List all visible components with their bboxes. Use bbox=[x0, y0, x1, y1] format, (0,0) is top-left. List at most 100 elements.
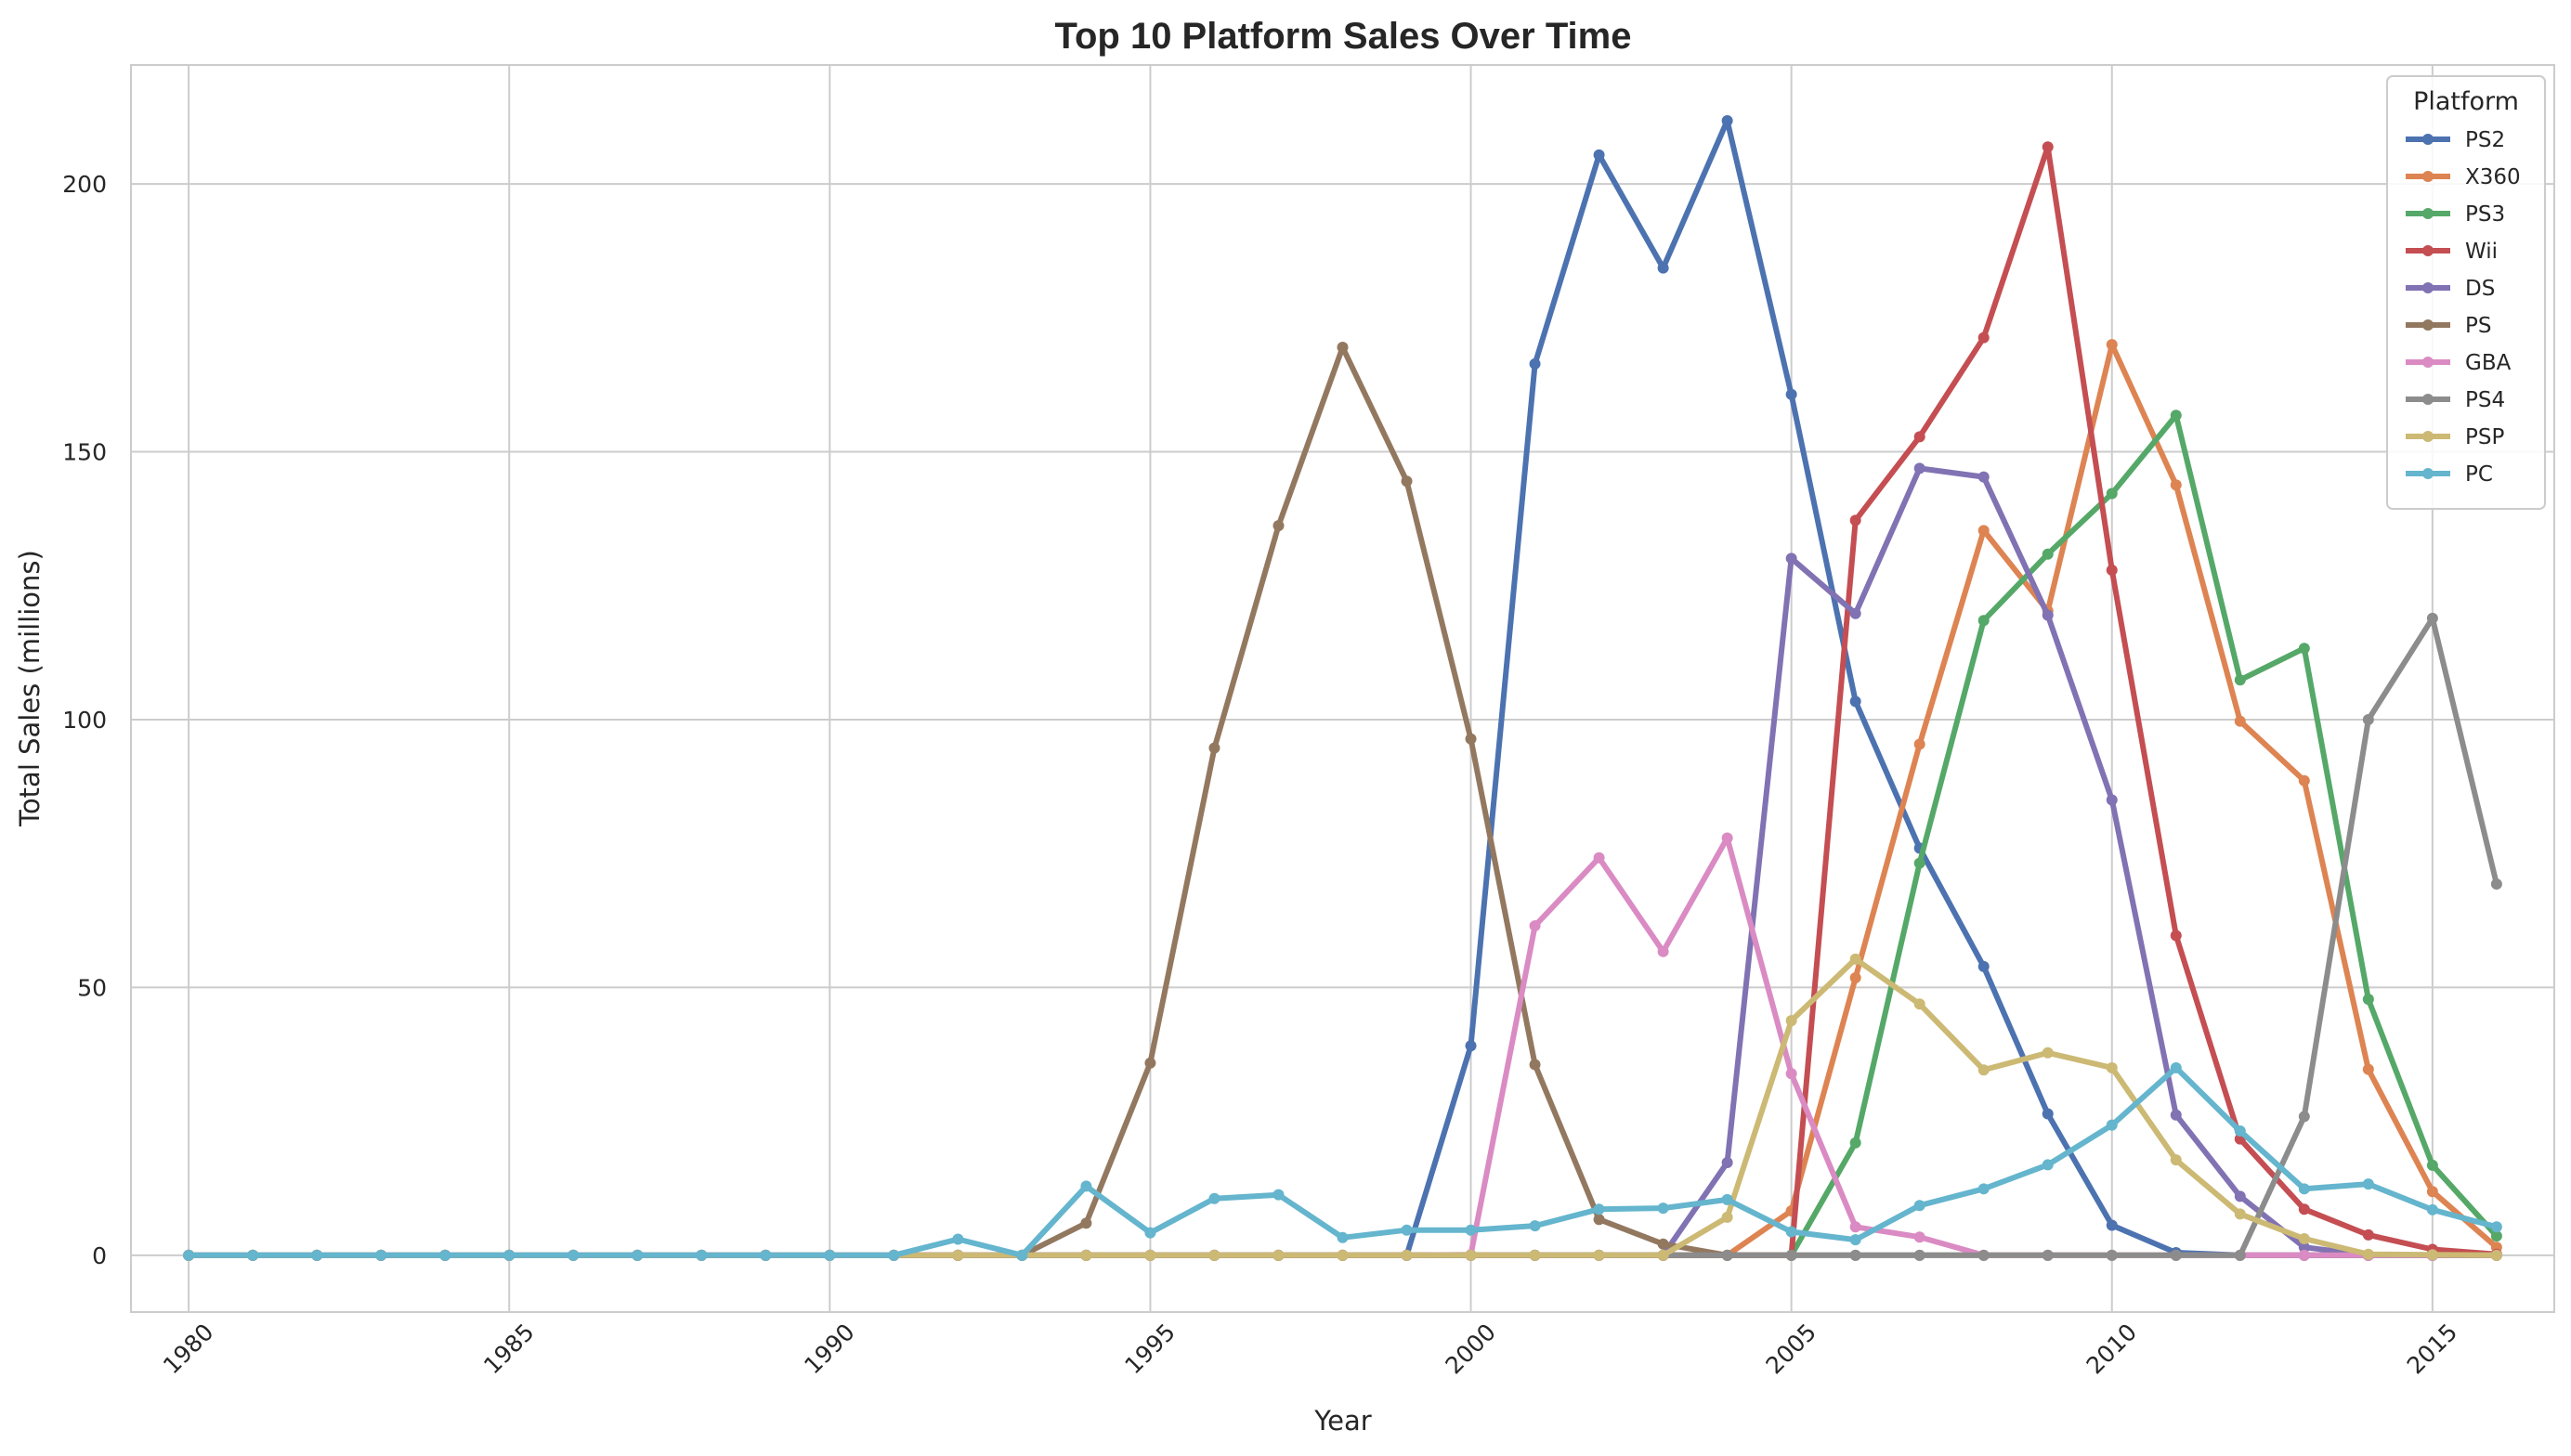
data-point-gba bbox=[1657, 945, 1669, 957]
y-tick-label: 50 bbox=[77, 974, 107, 1001]
y-tick-labels: 0 50 100 150 200 bbox=[62, 171, 107, 1269]
data-point-ps4 bbox=[1785, 1249, 1797, 1261]
data-point-wii bbox=[2170, 930, 2182, 942]
data-point-ps4 bbox=[2106, 1249, 2118, 1261]
data-point-ds bbox=[2234, 1190, 2246, 1202]
data-point-ps3 bbox=[2298, 643, 2310, 655]
data-point-ds bbox=[1785, 552, 1797, 565]
legend-label-gba: GBA bbox=[2465, 351, 2512, 375]
data-point-pc bbox=[760, 1249, 772, 1261]
data-point-pc bbox=[1657, 1202, 1669, 1215]
data-point-pc bbox=[1465, 1224, 1477, 1236]
data-point-pc bbox=[247, 1249, 259, 1261]
data-point-x360 bbox=[2298, 774, 2310, 786]
legend-item-ps4: PS4 bbox=[2406, 388, 2505, 412]
data-point-wii bbox=[1913, 431, 1925, 443]
data-point-pc bbox=[2234, 1125, 2246, 1138]
data-point-pc bbox=[1080, 1180, 1092, 1192]
plot-area bbox=[131, 65, 2554, 1312]
legend-label-ds: DS bbox=[2465, 277, 2495, 301]
legend-marker-psp bbox=[2422, 431, 2434, 442]
y-axis-label: Total Sales (millions) bbox=[14, 550, 46, 827]
data-point-ps4 bbox=[2426, 612, 2438, 624]
data-point-x360 bbox=[1977, 525, 1990, 537]
data-point-ps3 bbox=[2234, 674, 2246, 686]
data-point-ps3 bbox=[2106, 488, 2118, 500]
data-point-x360 bbox=[2234, 715, 2246, 727]
legend-item-gba: GBA bbox=[2406, 351, 2512, 375]
legend-item-pc: PC bbox=[2406, 462, 2493, 487]
data-point-ps bbox=[1465, 733, 1477, 745]
data-point-ps2 bbox=[1529, 358, 1541, 370]
data-point-gba bbox=[2298, 1249, 2310, 1261]
legend-item-ds: DS bbox=[2406, 277, 2495, 301]
data-point-gba bbox=[1849, 1221, 1861, 1233]
data-point-psp bbox=[1721, 1211, 1733, 1223]
data-point-ds bbox=[1977, 471, 1990, 483]
data-point-pc bbox=[952, 1233, 964, 1245]
data-point-ps3 bbox=[2490, 1230, 2502, 1242]
data-point-ps3 bbox=[1849, 1137, 1861, 1149]
legend-label-ps: PS bbox=[2465, 314, 2491, 338]
data-point-wii bbox=[2042, 141, 2054, 153]
legend-marker-wii bbox=[2422, 245, 2434, 256]
plot-frame bbox=[130, 64, 2555, 1313]
data-point-ps bbox=[1337, 342, 1349, 354]
x-axis-label: Year bbox=[1313, 1405, 1371, 1436]
data-point-x360 bbox=[2170, 479, 2182, 491]
legend-item-psp: PSP bbox=[2406, 425, 2504, 449]
data-point-pc bbox=[2042, 1159, 2054, 1171]
legend-marker-ps4 bbox=[2422, 394, 2434, 405]
legend-items: PS2 X360 PS3 Wii DS PS GBA PS4 PSP PC bbox=[2406, 128, 2521, 487]
legend-label-ps2: PS2 bbox=[2465, 128, 2505, 152]
data-point-pc bbox=[1913, 1200, 1925, 1212]
data-point-ps bbox=[1080, 1217, 1092, 1229]
data-point-psp bbox=[1977, 1064, 1990, 1076]
data-point-psp bbox=[2234, 1208, 2246, 1220]
data-point-ds bbox=[2298, 1242, 2310, 1254]
data-point-ps bbox=[1208, 742, 1220, 754]
legend-item-ps: PS bbox=[2406, 314, 2491, 338]
data-point-ps4 bbox=[1849, 1249, 1861, 1261]
data-point-ps4 bbox=[2298, 1111, 2310, 1123]
data-point-pc bbox=[2426, 1203, 2438, 1216]
data-point-pc bbox=[888, 1249, 900, 1261]
data-point-x360 bbox=[2362, 1063, 2374, 1075]
legend-item-wii: Wii bbox=[2406, 240, 2498, 264]
data-point-ds bbox=[2042, 609, 2054, 621]
legend-marker-ps2 bbox=[2422, 134, 2434, 145]
data-point-ps bbox=[1657, 1238, 1669, 1250]
data-point-pc bbox=[1529, 1220, 1541, 1232]
legend-item-ps3: PS3 bbox=[2406, 202, 2505, 227]
data-point-x360 bbox=[2106, 339, 2118, 351]
data-point-wii bbox=[2298, 1203, 2310, 1216]
data-point-psp bbox=[1913, 998, 1925, 1010]
legend-label-psp: PSP bbox=[2465, 425, 2504, 449]
data-point-ps bbox=[1144, 1057, 1156, 1069]
data-point-psp bbox=[1593, 1249, 1605, 1261]
data-point-gba bbox=[1913, 1231, 1925, 1243]
data-point-pc bbox=[1721, 1193, 1733, 1205]
data-point-psp bbox=[1144, 1249, 1156, 1261]
series-lines bbox=[183, 114, 2502, 1261]
data-point-wii bbox=[1977, 332, 1990, 344]
data-point-ds bbox=[1913, 462, 1925, 474]
data-point-ds bbox=[2106, 794, 2118, 806]
data-point-ps3 bbox=[1913, 857, 1925, 869]
data-point-pc bbox=[2106, 1119, 2118, 1131]
data-point-pc bbox=[632, 1249, 644, 1261]
data-point-pc bbox=[1785, 1226, 1797, 1238]
data-point-psp bbox=[1657, 1249, 1669, 1261]
data-point-pc bbox=[2362, 1178, 2374, 1190]
data-point-pc bbox=[824, 1249, 836, 1261]
data-point-ps4 bbox=[1721, 1249, 1733, 1261]
legend-marker-ps bbox=[2422, 319, 2434, 331]
data-point-pc bbox=[568, 1249, 580, 1261]
legend-label-ps4: PS4 bbox=[2465, 388, 2505, 412]
data-point-ps3 bbox=[2042, 548, 2054, 560]
data-point-ps bbox=[1529, 1059, 1541, 1071]
data-point-ps4 bbox=[1913, 1249, 1925, 1261]
data-point-pc bbox=[2490, 1221, 2502, 1233]
data-point-psp bbox=[1208, 1249, 1220, 1261]
data-point-ps2 bbox=[1785, 388, 1797, 400]
